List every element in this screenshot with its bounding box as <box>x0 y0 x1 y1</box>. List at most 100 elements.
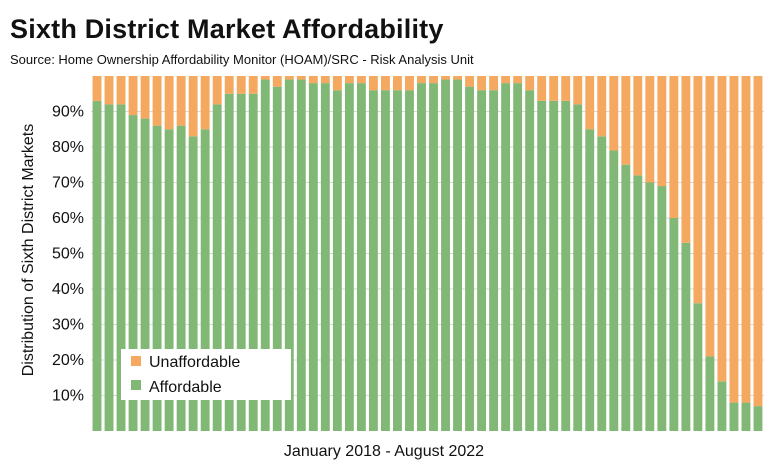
bar-unaffordable <box>681 76 691 243</box>
bar-affordable <box>549 100 559 431</box>
bar-unaffordable <box>152 76 162 126</box>
y-tick-labels: 10% 20% 30% 40% 50% 60% 70% 80% 90% <box>52 104 84 405</box>
bar-unaffordable <box>188 76 198 137</box>
bar-affordable <box>248 93 258 431</box>
bar-unaffordable <box>296 76 306 80</box>
bar-affordable <box>669 218 679 431</box>
bar-unaffordable <box>645 76 655 183</box>
bar-unaffordable <box>417 76 426 84</box>
bar-unaffordable <box>621 76 631 165</box>
bar-affordable <box>344 83 354 431</box>
legend-box <box>121 349 291 400</box>
bar-unaffordable <box>609 76 619 151</box>
bar-unaffordable <box>537 76 547 101</box>
bar-unaffordable <box>753 76 763 407</box>
bar-affordable <box>753 406 763 431</box>
bar-unaffordable <box>429 76 438 84</box>
bar-unaffordable <box>597 76 607 137</box>
bar-affordable <box>681 242 691 431</box>
y-tick-label: 70% <box>52 175 84 192</box>
bar-unaffordable <box>465 76 475 87</box>
bar-unaffordable <box>344 76 354 84</box>
bar-affordable <box>260 79 270 432</box>
bar-affordable <box>513 83 523 431</box>
bar-affordable <box>417 83 426 431</box>
bar-affordable <box>633 175 643 431</box>
bar-group <box>92 76 763 432</box>
bar-unaffordable <box>164 76 174 130</box>
bar-unaffordable <box>513 76 523 84</box>
bar-affordable <box>200 129 210 431</box>
legend-swatch-unaffordable <box>131 356 141 366</box>
bar-affordable <box>405 90 414 431</box>
bar-unaffordable <box>585 76 595 130</box>
bar-affordable <box>429 83 438 431</box>
bar-affordable <box>393 90 402 431</box>
bar-affordable <box>332 90 342 431</box>
bar-affordable <box>501 83 511 431</box>
bar-affordable <box>308 83 318 431</box>
y-tick-label: 80% <box>52 139 84 156</box>
bar-affordable <box>92 100 102 431</box>
bar-unaffordable <box>248 76 258 94</box>
bar-affordable <box>645 182 655 431</box>
bar-unaffordable <box>332 76 342 91</box>
bar-unaffordable <box>272 76 282 87</box>
bar-affordable <box>368 90 378 431</box>
bar-unaffordable <box>236 76 246 94</box>
bar-unaffordable <box>741 76 751 403</box>
bar-affordable <box>140 118 150 431</box>
bar-affordable <box>465 86 475 432</box>
bar-unaffordable <box>525 76 535 91</box>
bar-unaffordable <box>356 76 366 84</box>
bar-unaffordable <box>657 76 667 187</box>
bar-affordable <box>104 104 114 432</box>
bar-affordable <box>621 164 631 431</box>
bar-affordable <box>116 104 126 432</box>
bar-affordable <box>152 125 162 431</box>
bar-affordable <box>320 83 330 431</box>
bar-unaffordable <box>405 76 414 91</box>
y-tick-label: 90% <box>52 104 84 121</box>
bar-unaffordable <box>200 76 210 130</box>
bar-affordable <box>212 104 222 432</box>
bar-unaffordable <box>573 76 583 105</box>
bar-affordable <box>441 79 450 432</box>
bar-affordable <box>693 303 703 431</box>
bar-unaffordable <box>549 76 559 101</box>
bar-unaffordable <box>92 76 102 101</box>
bar-unaffordable <box>140 76 150 119</box>
bar-affordable <box>164 129 174 431</box>
bar-affordable <box>477 90 487 431</box>
bar-affordable <box>705 356 715 431</box>
y-tick-label: 30% <box>52 317 84 334</box>
bar-affordable <box>176 125 186 431</box>
y-axis-label: Distribution of Sixth District Markets <box>20 124 37 377</box>
bar-unaffordable <box>561 76 571 101</box>
bar-affordable <box>284 79 294 432</box>
bar-affordable <box>561 100 571 431</box>
legend-swatch-affordable <box>131 380 141 390</box>
y-tick-label: 10% <box>52 388 84 405</box>
bar-affordable <box>489 90 499 431</box>
legend-label-affordable: Affordable <box>149 379 222 396</box>
bar-unaffordable <box>116 76 126 105</box>
bar-affordable <box>657 186 667 431</box>
legend: Unaffordable Affordable <box>121 349 291 400</box>
bar-affordable <box>236 93 246 431</box>
bar-unaffordable <box>260 76 270 80</box>
chart-title: Sixth District Market Affordability <box>10 14 444 44</box>
bar-unaffordable <box>393 76 402 91</box>
bar-unaffordable <box>104 76 114 105</box>
bar-affordable <box>453 79 462 432</box>
y-tick-label: 60% <box>52 210 84 227</box>
bar-affordable <box>537 100 547 431</box>
x-axis-label: January 2018 - August 2022 <box>284 443 484 460</box>
bar-unaffordable <box>128 76 138 116</box>
bar-unaffordable <box>320 76 330 84</box>
y-tick-label: 50% <box>52 246 84 263</box>
bar-unaffordable <box>705 76 715 357</box>
bar-unaffordable <box>368 76 378 91</box>
bar-unaffordable <box>453 76 462 80</box>
bar-unaffordable <box>501 76 511 84</box>
